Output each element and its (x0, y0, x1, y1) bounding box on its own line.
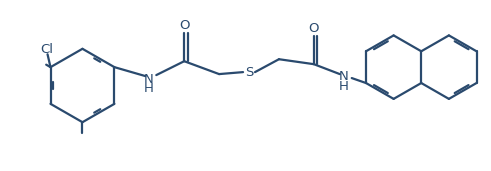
Text: S: S (245, 66, 253, 79)
Text: H: H (143, 82, 153, 95)
Text: O: O (309, 22, 319, 35)
Text: O: O (179, 19, 190, 32)
Text: N: N (339, 70, 349, 83)
Text: Cl: Cl (40, 43, 53, 56)
Text: H: H (339, 81, 349, 94)
Text: N: N (143, 73, 153, 86)
